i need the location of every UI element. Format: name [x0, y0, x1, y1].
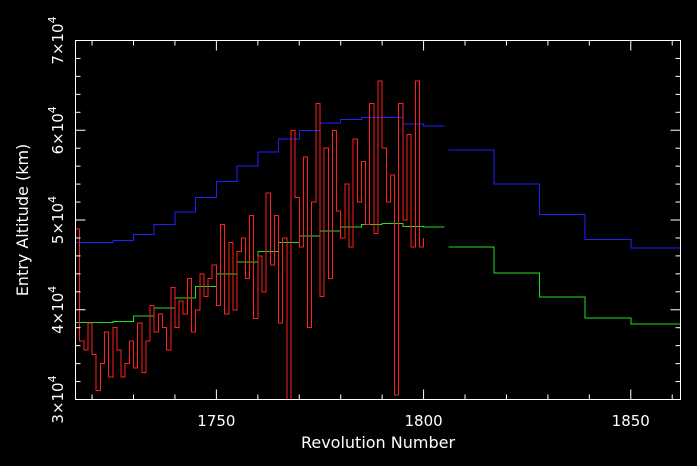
y-tick-label: 5×104 [46, 196, 67, 244]
x-tick-label: 1800 [404, 412, 442, 430]
series-line-3 [75, 223, 445, 323]
y-tick-label: 7×104 [46, 16, 67, 64]
series-line-5 [75, 80, 425, 400]
series-line-2 [448, 149, 681, 249]
y-tick-labels: 3×104 4×104 5×104 6×104 7×104 [46, 16, 67, 423]
y-tick-label: 4×104 [46, 286, 67, 334]
x-tick-label: 1750 [197, 412, 235, 430]
y-axis-title: Entry Altitude (km) [13, 144, 32, 297]
x-tick-labels: 1750 1800 1850 [197, 412, 650, 430]
y-tick-label: 3×104 [46, 375, 67, 423]
x-tick-label: 1850 [612, 412, 650, 430]
ticks-layer [75, 40, 681, 400]
series-line-1 [75, 117, 445, 243]
x-axis-title: Revolution Number [301, 433, 456, 452]
series-layer [75, 80, 681, 400]
series-line-4 [448, 246, 681, 325]
y-tick-label: 6×104 [46, 106, 67, 154]
